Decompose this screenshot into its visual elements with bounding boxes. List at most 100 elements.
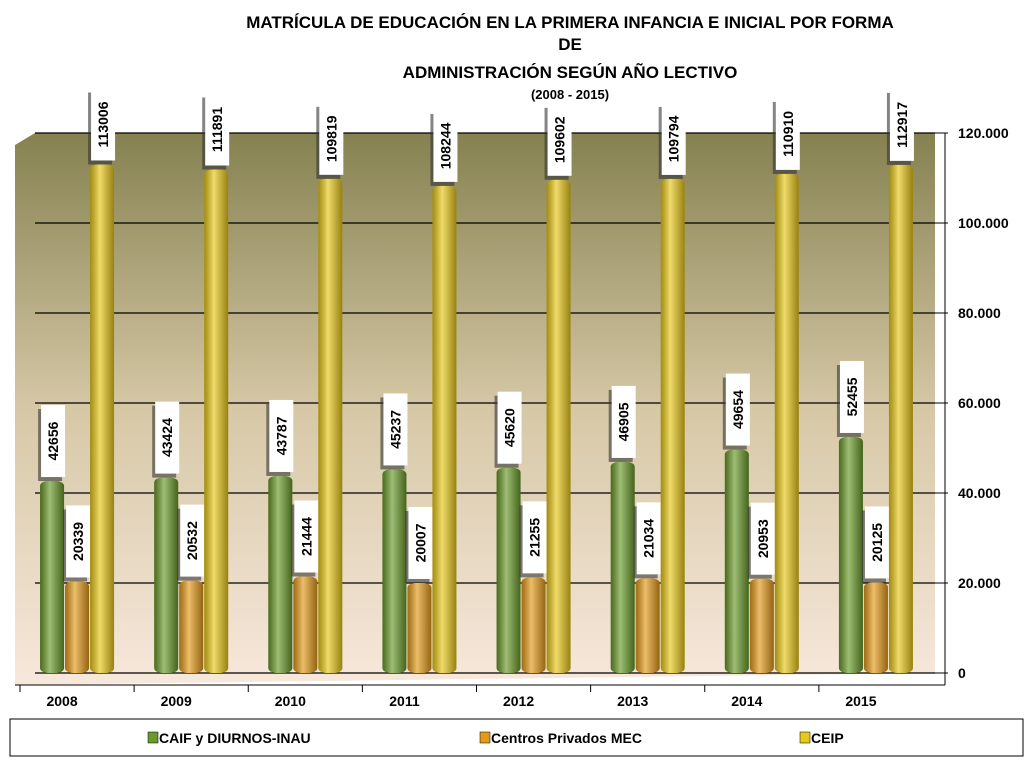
bar-shade [838,436,863,673]
y-tick-label: 60.000 [958,395,1001,411]
bar-shade [382,469,407,673]
plot-wall [15,133,935,685]
data-label: 43424 [159,418,175,457]
data-label-box [750,502,775,575]
data-label: 42656 [45,421,61,460]
bar-shade [888,164,913,673]
bar-shade [432,185,457,674]
data-label: 110910 [780,111,796,157]
data-label-box [205,93,230,166]
data-label-box [408,506,433,579]
data-label-box [497,391,522,464]
data-label: 109819 [323,115,339,162]
data-label-box [269,399,294,472]
bar-shade [546,179,571,673]
legend-label: Centros Privados MEC [491,730,642,746]
data-label: 49654 [730,390,746,429]
data-label-box [180,504,205,577]
data-label: 21444 [298,517,314,556]
data-label-box [547,103,572,176]
bar-shade [521,577,546,673]
x-tick-label: 2008 [46,693,77,709]
bar-shade [774,173,799,673]
y-tick-label: 40.000 [958,485,1001,501]
data-label-box [41,405,66,478]
bar-shade [496,467,521,673]
x-tick-label: 2015 [845,693,876,709]
chart-title: DE [558,35,582,54]
data-label: 20532 [184,521,200,560]
y-tick-label: 120.000 [958,125,1009,141]
y-tick-label: 100.000 [958,215,1009,231]
data-label-box [636,502,661,575]
chart-subtitle: (2008 - 2015) [531,87,609,102]
legend-swatch [479,731,491,744]
bar-shade [660,178,685,673]
x-tick-label: 2009 [161,693,192,709]
bar-shade [179,580,204,673]
bar-shade [268,475,293,673]
data-label: 46905 [616,402,632,441]
data-label: 20953 [755,519,771,558]
data-label-box [775,97,800,170]
legend-label: CAIF y DIURNOS-INAU [159,730,311,746]
bar-shade [90,164,115,673]
legend-swatch [799,731,811,744]
data-label: 113006 [95,101,111,147]
bar-shade [40,481,65,673]
data-label-box [661,102,686,175]
x-tick-label: 2010 [275,693,306,709]
legend-label: CEIP [811,730,844,746]
data-label: 112917 [894,102,910,148]
x-tick-label: 2011 [389,693,420,709]
data-label: 111891 [209,107,225,152]
data-label: 20339 [70,522,86,561]
data-label-box [611,385,636,458]
data-label-box [294,500,319,573]
bar-shade [407,582,432,673]
data-label-box [433,109,458,182]
data-label-box [522,501,547,574]
data-label-box [155,401,180,474]
data-label: 20125 [869,523,885,562]
data-label: 45620 [502,408,518,447]
bar-shade [204,169,229,674]
data-label: 109794 [666,115,682,162]
bar-shade [318,178,343,673]
bar-shade [635,578,660,673]
y-tick-label: 80.000 [958,305,1001,321]
x-tick-label: 2014 [731,693,762,709]
y-tick-label: 20.000 [958,575,1001,591]
bar-shade [154,477,179,673]
bar-shade [724,449,749,673]
data-label: 109602 [552,116,568,163]
bar-shade [65,581,90,673]
data-label-box [383,393,408,466]
data-label-box [864,506,889,579]
data-label: 45237 [387,410,403,449]
bar-shade [863,582,888,673]
data-label: 21255 [527,518,543,557]
bar-shade [749,578,774,673]
x-tick-label: 2013 [617,693,648,709]
data-label-box [725,373,750,446]
data-label-box [66,505,91,578]
data-label: 43787 [273,416,289,455]
bar-shade [293,576,318,673]
legend-box [9,718,1024,757]
x-tick-label: 2012 [503,693,534,709]
data-label: 20007 [412,523,428,562]
chart-title: ADMINISTRACIÓN SEGÚN AÑO LECTIVO [403,62,738,82]
data-label-box [91,88,116,161]
legend-swatch [147,731,159,744]
chart-title: MATRÍCULA DE EDUCACIÓN EN LA PRIMERA INF… [246,13,894,32]
data-label-box [839,360,864,433]
data-label-box [319,102,344,175]
data-label: 21034 [641,519,657,558]
bar-shade [610,461,635,673]
data-label: 108244 [437,122,453,169]
data-label-box [889,88,914,161]
data-label: 52455 [844,377,860,416]
y-tick-label: 0 [958,665,966,681]
